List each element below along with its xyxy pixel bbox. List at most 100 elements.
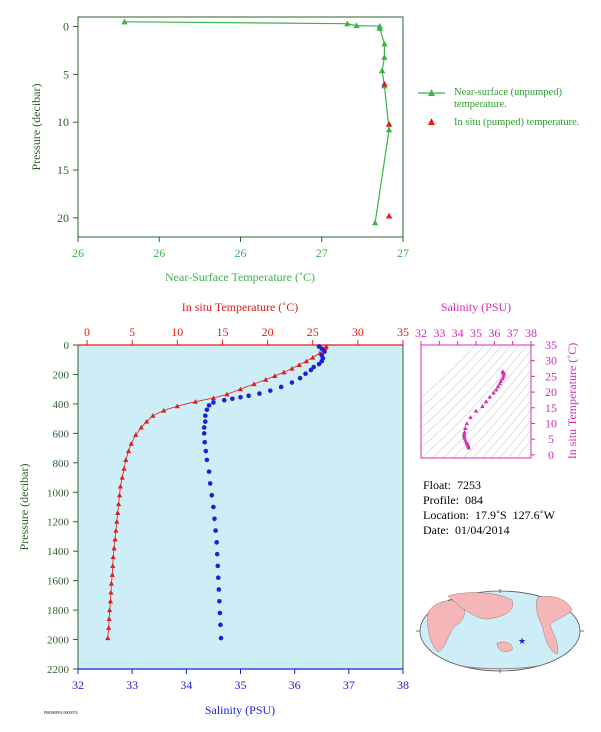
ts-point — [498, 378, 503, 383]
temperature-profile-point — [115, 510, 121, 515]
profile-temperature-tick-label: 0 — [84, 325, 90, 339]
salinity-profile-point — [202, 419, 208, 424]
near-surface-x-tick-label: 26 — [153, 246, 165, 260]
near-surface-y-tick-label: 0 — [63, 20, 69, 34]
ts-density-contour — [452, 369, 531, 458]
ts-y-tick-label: 15 — [545, 401, 557, 415]
temperature-profile-point — [144, 418, 150, 424]
ts-point — [463, 438, 468, 443]
ts-point — [462, 429, 467, 434]
near-surface-unpumped-point — [371, 219, 379, 226]
temperature-profile-point — [108, 580, 115, 586]
near-surface-unpumped-point — [353, 22, 360, 29]
near-surface-unpumped-point — [381, 53, 388, 60]
land-australia — [496, 641, 513, 652]
temperature-profile-point — [121, 466, 127, 471]
salinity-profile-point — [267, 388, 273, 393]
salinity-profile-point — [202, 413, 208, 418]
near-surface-y-ticks: 0 5 10 15 20 — [57, 20, 78, 225]
profile-pressure-tick-label: 1200 — [47, 517, 70, 529]
profile-y-label: Pressure (decibar) — [17, 464, 31, 551]
ts-density-contour — [516, 439, 531, 458]
profile-salinity-tick-label: 34 — [180, 678, 192, 692]
temperature-profile-point — [106, 607, 113, 613]
profile-salinity-tick-label: 32 — [72, 678, 84, 692]
salinity-profile-point — [218, 635, 224, 641]
profile-temperature-tick-label: 5 — [129, 325, 135, 339]
near-surface-x-ticks: 26 26 26 27 27 — [72, 237, 409, 260]
temperature-profile-point — [110, 554, 116, 560]
salinity-profile-point — [221, 397, 227, 403]
ts-y-label: In situ Temperature (˚C) — [565, 343, 579, 460]
profile-salinity-tick-label: 35 — [235, 678, 247, 692]
salinity-profile-point — [238, 394, 243, 400]
ts-density-contour — [490, 409, 531, 458]
temperature-profile-point — [111, 545, 117, 551]
temperature-profile-point — [310, 354, 316, 360]
profile-pressure-tick-label: 0 — [64, 340, 70, 352]
near-surface-x-tick-label: 26 — [235, 246, 247, 260]
temperature-profile-point — [272, 373, 278, 379]
float-id: Float: 7253 — [423, 478, 482, 492]
near-surface-pumped-point — [385, 120, 393, 127]
salinity-profile-point — [204, 457, 210, 463]
salinity-profile-point — [207, 481, 213, 486]
temperature-profile-point — [106, 625, 112, 630]
salinity-profile-point — [204, 407, 210, 413]
profile-pressure-tick-label: 2000 — [47, 635, 70, 647]
ts-y-tick-label: 30 — [545, 354, 557, 368]
temperature-profile-point — [107, 598, 114, 604]
salinity-profile-point — [214, 551, 220, 557]
salinity-profile-point — [316, 361, 322, 367]
salinity-profile-point — [322, 349, 327, 354]
salinity-profile-point — [216, 587, 222, 592]
land-asia — [447, 592, 514, 620]
near-surface-unpumped-point — [385, 126, 393, 133]
ts-x-tick-label: 38 — [525, 326, 537, 340]
ts-point — [487, 394, 492, 399]
ts-density-contour — [481, 399, 531, 458]
ts-x-tick-label: 36 — [488, 326, 500, 340]
salinity-profile-point — [278, 384, 284, 390]
near-surface-unpumped-point — [376, 25, 383, 32]
salinity-profile-point — [230, 396, 235, 402]
ts-y-tick-label: 25 — [545, 369, 557, 383]
profile-pressure-tick-label: 1800 — [47, 605, 70, 617]
legend-label-pumped: In situ (pumped) temperature. — [454, 117, 580, 128]
ts-point — [464, 421, 470, 426]
temperature-profile-point — [113, 527, 119, 533]
ts-density-contour — [472, 389, 531, 458]
ts-point — [491, 390, 496, 395]
profile-salinity-tick-label: 38 — [397, 678, 409, 692]
ts-y-tick-label: 0 — [548, 448, 554, 462]
near-surface-y-label: Pressure (decibar) — [29, 84, 43, 171]
near-surface-pumped-point — [381, 80, 388, 87]
ts-points — [461, 369, 507, 450]
temperature-profile-point — [106, 616, 112, 622]
temperature-profile-point — [133, 432, 139, 437]
ts-point — [493, 387, 499, 392]
temperature-profile-point — [224, 391, 230, 397]
salinity-profile-point — [206, 403, 212, 408]
temperature-profile-point — [128, 441, 134, 446]
legend-marker-pumped — [428, 118, 435, 125]
ts-density-contour — [431, 349, 531, 458]
near-surface-frame — [77, 16, 404, 238]
near-surface-unpumped-point — [344, 20, 351, 27]
temperature-profile-point — [116, 501, 122, 507]
profile-temperature-tick-label: 20 — [262, 325, 274, 339]
temperature-profile-point — [112, 536, 118, 542]
salinity-profile-point — [214, 540, 219, 545]
temperature-profile-point — [303, 358, 310, 364]
profile-salinity-tick-label: 36 — [289, 678, 301, 692]
profile-pressure-tick-label: 1000 — [47, 487, 70, 499]
salinity-profile-point — [215, 575, 221, 580]
ts-density-contour — [421, 345, 503, 429]
salinity-profile-point — [203, 448, 209, 454]
profile-pressure-tick-label: 600 — [53, 428, 70, 440]
salinity-profile-point — [289, 380, 295, 385]
salinity-profile-point — [257, 391, 262, 396]
